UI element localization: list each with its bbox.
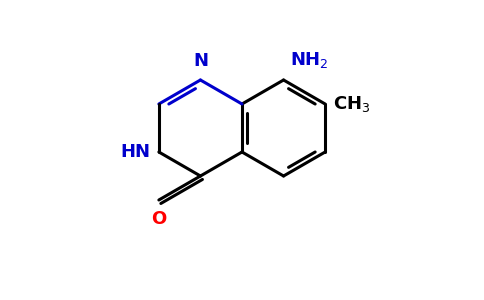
Text: O: O <box>151 210 166 228</box>
Text: NH$_2$: NH$_2$ <box>289 50 328 70</box>
Text: HN: HN <box>121 143 151 161</box>
Text: CH$_3$: CH$_3$ <box>333 94 371 114</box>
Text: N: N <box>193 52 208 70</box>
